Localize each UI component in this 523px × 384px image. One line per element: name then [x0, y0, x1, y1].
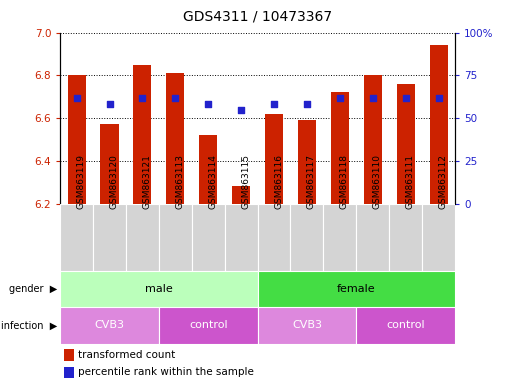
Bar — [225, 204, 257, 271]
Bar — [93, 204, 126, 271]
Bar — [396, 84, 415, 204]
Text: CVB3: CVB3 — [292, 320, 322, 331]
Point — [138, 94, 146, 101]
Bar — [257, 271, 455, 307]
Point — [270, 101, 278, 108]
Text: GSM863114: GSM863114 — [208, 154, 217, 209]
Bar — [60, 204, 93, 271]
Bar — [356, 204, 389, 271]
Bar — [265, 114, 283, 204]
Text: GSM863116: GSM863116 — [274, 154, 283, 209]
Text: GSM863110: GSM863110 — [373, 154, 382, 209]
Text: GSM863118: GSM863118 — [340, 154, 349, 209]
Point — [336, 94, 344, 101]
Bar — [323, 204, 356, 271]
Text: control: control — [386, 320, 425, 331]
Text: female: female — [337, 284, 376, 294]
Point — [105, 101, 113, 108]
Text: GSM863119: GSM863119 — [76, 154, 86, 209]
Text: infection  ▶: infection ▶ — [1, 320, 58, 331]
Bar — [429, 45, 448, 204]
Point — [72, 94, 81, 101]
Point — [435, 94, 443, 101]
Text: GSM863121: GSM863121 — [142, 154, 152, 209]
Text: transformed count: transformed count — [78, 350, 175, 360]
Bar — [159, 307, 257, 344]
Bar — [389, 204, 422, 271]
Bar — [159, 204, 192, 271]
Text: GSM863112: GSM863112 — [439, 154, 448, 209]
Bar — [192, 204, 225, 271]
Point — [204, 101, 212, 108]
Bar — [356, 307, 455, 344]
Point — [369, 94, 377, 101]
Bar — [363, 75, 382, 204]
Bar — [257, 307, 356, 344]
Text: GSM863115: GSM863115 — [241, 154, 250, 209]
Bar — [133, 65, 152, 204]
Bar — [60, 271, 257, 307]
Bar — [166, 73, 185, 204]
Bar — [64, 349, 74, 361]
Bar — [257, 204, 290, 271]
Bar — [331, 93, 349, 204]
Bar — [64, 367, 74, 378]
Text: GDS4311 / 10473367: GDS4311 / 10473367 — [183, 10, 332, 23]
Text: GSM863120: GSM863120 — [109, 154, 119, 209]
Bar — [232, 186, 250, 204]
Bar — [100, 124, 119, 204]
Bar — [298, 120, 316, 204]
Text: male: male — [145, 284, 173, 294]
Bar — [67, 75, 86, 204]
Point — [237, 106, 245, 113]
Point — [303, 101, 311, 108]
Bar — [199, 135, 217, 204]
Text: percentile rank within the sample: percentile rank within the sample — [78, 367, 254, 377]
Text: gender  ▶: gender ▶ — [9, 284, 58, 294]
Point — [171, 94, 179, 101]
Bar — [60, 307, 159, 344]
Text: control: control — [189, 320, 228, 331]
Text: GSM863117: GSM863117 — [307, 154, 316, 209]
Bar — [126, 204, 159, 271]
Text: GSM863111: GSM863111 — [406, 154, 415, 209]
Bar — [422, 204, 455, 271]
Text: GSM863113: GSM863113 — [175, 154, 184, 209]
Bar — [290, 204, 323, 271]
Point — [402, 94, 410, 101]
Text: CVB3: CVB3 — [95, 320, 124, 331]
